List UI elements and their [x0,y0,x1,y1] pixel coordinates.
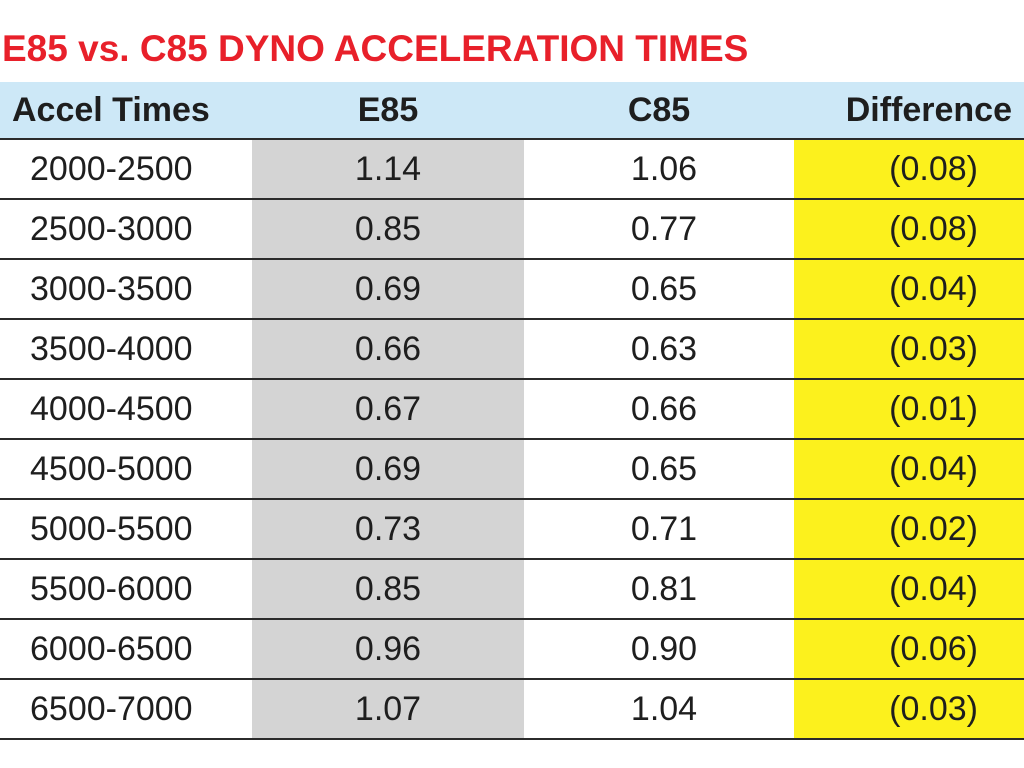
c85-time-cell: 1.04 [630,689,698,728]
acceleration-times-table: Accel Times E85 C85 Difference 2000-2500… [0,82,1024,740]
e85-time-cell: 0.85 [252,560,524,618]
rpm-range-cell: 5000-5500 [30,509,193,548]
table-row: 5500-6000 0.85 0.81 (0.04) [0,560,1024,620]
rpm-range-cell: 5500-6000 [30,569,193,608]
rpm-range-cell: 6500-7000 [30,689,193,728]
e85-time-cell: 1.07 [252,680,524,738]
e85-time-cell: 0.67 [252,380,524,438]
difference-cell: (0.08) [794,200,1024,258]
difference-cell: (0.03) [794,680,1024,738]
difference-cell: (0.03) [794,320,1024,378]
c85-time-cell: 0.66 [630,389,698,428]
table-header-row: Accel Times E85 C85 Difference [0,82,1024,140]
header-difference: Difference [845,90,1012,129]
rpm-range-cell: 6000-6500 [30,629,193,668]
c85-time-cell: 0.90 [630,629,698,668]
rpm-range-cell: 3000-3500 [30,269,193,308]
c85-time-cell: 0.65 [630,269,698,308]
table-row: 2000-2500 1.14 1.06 (0.08) [0,140,1024,200]
rpm-range-cell: 4000-4500 [30,389,193,428]
e85-time-cell: 0.69 [252,440,524,498]
e85-time-cell: 0.73 [252,500,524,558]
table-row: 2500-3000 0.85 0.77 (0.08) [0,200,1024,260]
table-row: 4000-4500 0.67 0.66 (0.01) [0,380,1024,440]
c85-time-cell: 0.77 [630,209,698,248]
c85-time-cell: 0.81 [630,569,698,608]
rpm-range-cell: 2500-3000 [30,209,193,248]
table-row: 3500-4000 0.66 0.63 (0.03) [0,320,1024,380]
e85-time-cell: 1.14 [252,140,524,198]
table-row: 4500-5000 0.69 0.65 (0.04) [0,440,1024,500]
e85-time-cell: 0.69 [252,260,524,318]
e85-time-cell: 0.85 [252,200,524,258]
difference-cell: (0.04) [794,440,1024,498]
e85-time-cell: 0.96 [252,620,524,678]
table-body: 2000-2500 1.14 1.06 (0.08) 2500-3000 0.85 0.77… [0,140,1024,740]
difference-cell: (0.02) [794,500,1024,558]
difference-cell: (0.06) [794,620,1024,678]
difference-cell: (0.04) [794,260,1024,318]
table-title: E85 vs. C85 DYNO ACCELERATION TIMES [2,28,749,69]
header-accel-times: Accel Times [12,90,210,129]
header-c85: C85 [627,90,691,129]
c85-time-cell: 0.65 [630,449,698,488]
table-row: 3000-3500 0.69 0.65 (0.04) [0,260,1024,320]
table-row: 5000-5500 0.73 0.71 (0.02) [0,500,1024,560]
c85-time-cell: 0.71 [630,509,698,548]
table-row: 6000-6500 0.96 0.90 (0.06) [0,620,1024,680]
c85-time-cell: 0.63 [630,329,698,368]
difference-cell: (0.01) [794,380,1024,438]
c85-time-cell: 1.06 [630,149,698,188]
e85-time-cell: 0.66 [252,320,524,378]
rpm-range-cell: 3500-4000 [30,329,193,368]
rpm-range-cell: 2000-2500 [30,149,193,188]
table-row: 6500-7000 1.07 1.04 (0.03) [0,680,1024,740]
difference-cell: (0.04) [794,560,1024,618]
difference-cell: (0.08) [794,140,1024,198]
header-e85: E85 [357,90,419,129]
rpm-range-cell: 4500-5000 [30,449,193,488]
